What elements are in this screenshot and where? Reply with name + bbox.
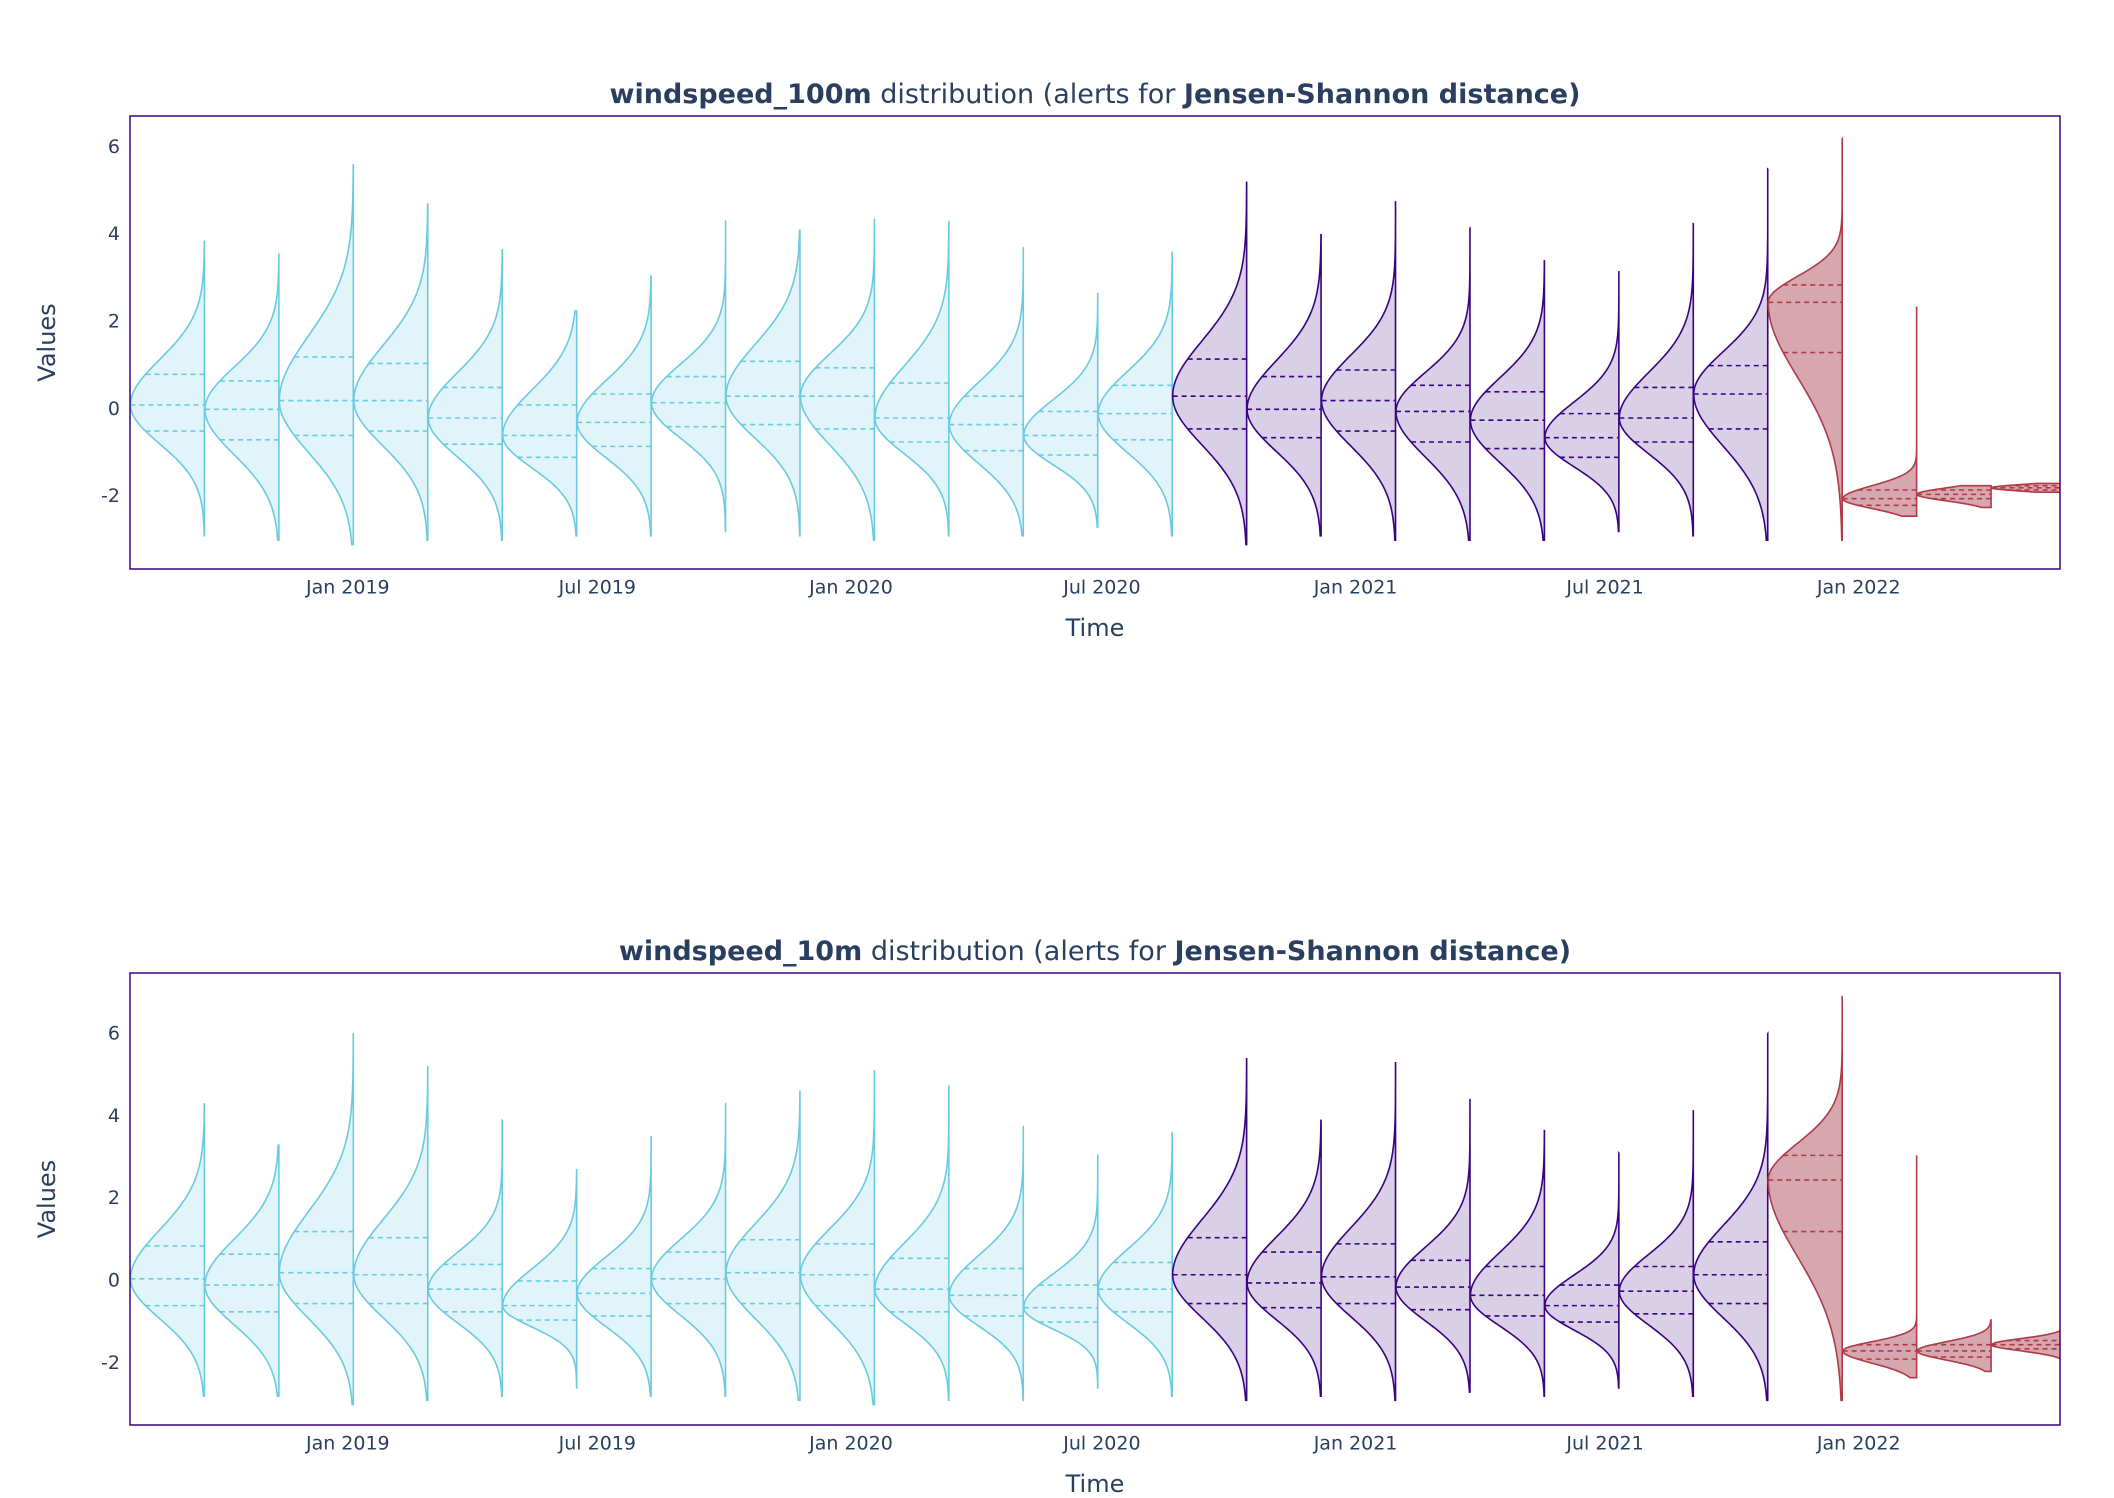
violin xyxy=(1841,306,1918,517)
plot-frame xyxy=(129,972,2061,1426)
violin xyxy=(948,1126,1025,1402)
violin xyxy=(501,310,578,537)
x-tick-label: Jan 2021 xyxy=(1313,577,1398,599)
violin xyxy=(1171,181,1248,546)
chart-title: windspeed_10m distribution (alerts for J… xyxy=(619,936,1571,967)
x-tick-label: Jan 2021 xyxy=(1313,1433,1398,1455)
violin xyxy=(1395,228,1471,542)
violin xyxy=(799,218,876,542)
y-tick-label: 6 xyxy=(108,1022,120,1044)
title-part: Jensen-Shannon distance) xyxy=(1173,936,1572,967)
violin xyxy=(1320,200,1397,542)
x-tick-label: Jan 2019 xyxy=(305,1433,390,1455)
violin xyxy=(1544,271,1620,533)
violin xyxy=(427,249,504,542)
violin xyxy=(278,164,355,546)
title-part: windspeed_100m xyxy=(610,79,872,110)
violin xyxy=(1395,1099,1471,1393)
violin xyxy=(352,1066,429,1402)
violin xyxy=(650,1103,727,1397)
violin xyxy=(799,1070,876,1406)
y-tick-label: 4 xyxy=(108,223,120,245)
x-tick-label: Jan 2022 xyxy=(1816,577,1901,599)
x-tick-label: Jan 2019 xyxy=(305,577,390,599)
violin xyxy=(874,1084,950,1402)
violin xyxy=(1097,1131,1173,1397)
x-tick-label: Jul 2020 xyxy=(1062,577,1140,599)
violin xyxy=(1692,169,1769,542)
y-tick-label: 0 xyxy=(108,398,120,420)
violin xyxy=(874,220,950,537)
x-tick-label: Jan 2020 xyxy=(808,1433,893,1455)
violin xyxy=(352,203,429,542)
violin xyxy=(130,240,206,537)
x-tick-label: Jul 2019 xyxy=(558,577,636,599)
x-tick-label: Jul 2020 xyxy=(1062,1433,1140,1455)
violin xyxy=(204,253,280,542)
y-tick-label: 0 xyxy=(108,1269,120,1291)
plot-area xyxy=(130,138,2060,546)
plot-frame xyxy=(129,115,2061,570)
violin xyxy=(1097,251,1173,537)
violin xyxy=(1916,484,1992,509)
violin xyxy=(725,229,801,537)
y-tick-label: 4 xyxy=(108,1105,120,1127)
violin xyxy=(1469,1129,1546,1397)
violin xyxy=(130,1103,206,1397)
x-tick-label: Jul 2019 xyxy=(558,1433,636,1455)
violin xyxy=(1841,1155,1918,1379)
violin xyxy=(576,275,652,537)
y-tick-label: -2 xyxy=(101,485,120,507)
violin xyxy=(1022,292,1099,528)
x-tick-label: Jul 2021 xyxy=(1565,1433,1643,1455)
violin xyxy=(948,246,1025,537)
violin xyxy=(1246,233,1322,537)
y-tick-label: -2 xyxy=(101,1352,120,1374)
violin xyxy=(1022,1154,1099,1389)
y-axis-title: Values xyxy=(33,303,61,381)
y-tick-label: 6 xyxy=(108,136,120,158)
violin xyxy=(1544,1153,1620,1389)
violin xyxy=(725,1090,801,1402)
x-tick-label: Jul 2021 xyxy=(1565,577,1643,599)
violin xyxy=(1692,1033,1769,1402)
violin xyxy=(1916,1319,1992,1373)
y-axis-title: Values xyxy=(33,1160,61,1238)
title-part: distribution (alerts for xyxy=(862,936,1174,967)
violin xyxy=(1618,222,1695,537)
violin xyxy=(1320,1061,1397,1402)
x-tick-label: Jan 2020 xyxy=(808,577,893,599)
y-tick-label: 2 xyxy=(108,1187,120,1209)
violin xyxy=(1171,1057,1248,1402)
chart-title: windspeed_100m distribution (alerts for … xyxy=(610,79,1581,110)
violin xyxy=(1618,1110,1695,1397)
plot-area xyxy=(130,996,2060,1406)
violin xyxy=(576,1136,652,1397)
title-part: distribution (alerts for xyxy=(872,79,1184,110)
x-axis-title: Time xyxy=(1065,614,1125,642)
violin xyxy=(1767,996,1843,1402)
y-tick-label: 2 xyxy=(108,310,120,332)
title-part: Jensen-Shannon distance) xyxy=(1182,79,1581,110)
violin xyxy=(1767,138,1843,542)
violin xyxy=(1246,1119,1322,1397)
violin xyxy=(1469,260,1546,542)
violin xyxy=(204,1144,280,1397)
x-axis-title: Time xyxy=(1065,1470,1125,1498)
violin xyxy=(501,1168,578,1389)
violin xyxy=(427,1119,504,1397)
title-part: windspeed_10m xyxy=(619,936,862,967)
violin xyxy=(278,1033,355,1406)
x-tick-label: Jan 2022 xyxy=(1816,1433,1901,1455)
